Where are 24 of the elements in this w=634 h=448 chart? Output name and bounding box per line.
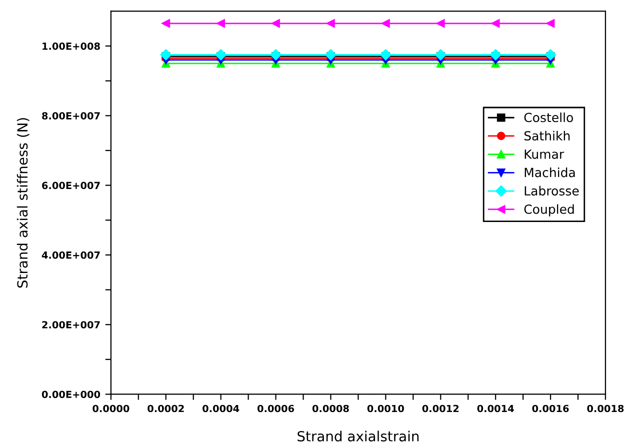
y-axis-title: Strand axial stiffness (N): [16, 118, 30, 288]
y-tick-label: 4.00E+007: [42, 251, 100, 259]
legend-label: Machida: [524, 168, 575, 178]
x-tick-label: 0.0016: [532, 404, 569, 412]
x-tick-label: 0.0008: [312, 404, 349, 412]
y-tick-label: 2.00E+007: [42, 321, 100, 328]
y-tick-label: 0.00E+000: [42, 390, 100, 398]
x-tick-label: 0.0004: [202, 404, 240, 412]
x-axis-title: Strand axialstrain: [298, 430, 419, 442]
x-tick-label: 0.0002: [148, 404, 184, 412]
y-tick-label: 8.00E+007: [42, 112, 100, 120]
x-tick-label: 0.0006: [257, 404, 294, 412]
y-tick-label: 1.00E+008: [42, 42, 100, 50]
y-tick-label: 6.00E+007: [42, 182, 100, 190]
x-tick-label: 0.0010: [367, 404, 404, 412]
legend-label: Labrosse: [524, 186, 579, 196]
x-tick-label: 0.0014: [477, 404, 514, 412]
legend-label: Coupled: [524, 204, 574, 216]
legend-label: Costello: [524, 112, 573, 122]
x-tick-label: 0.0012: [422, 404, 459, 412]
x-tick-label: 0.0000: [92, 404, 130, 412]
legend-label: Sathikh: [524, 130, 570, 141]
legend-label: Kumar: [524, 150, 564, 159]
x-tick-label: 0.0018: [587, 404, 624, 412]
